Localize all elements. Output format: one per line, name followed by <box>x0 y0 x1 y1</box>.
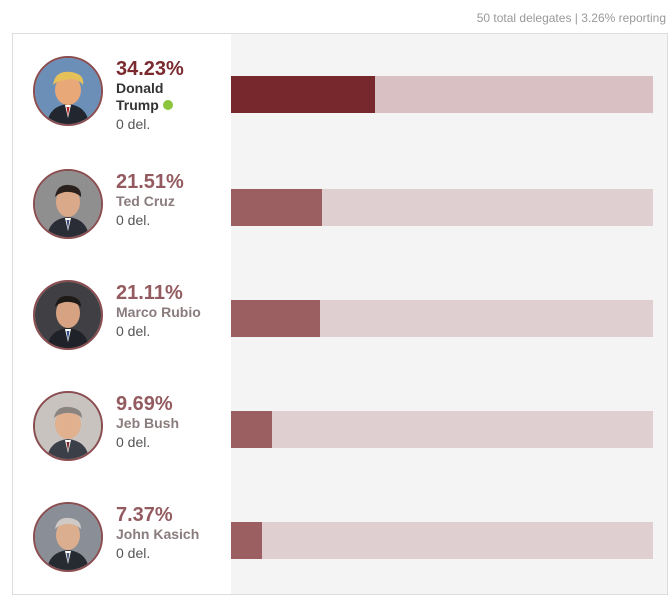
winner-dot-icon <box>162 100 173 110</box>
candidate-row: 34.23% Donald Trump 0 del. <box>13 56 667 146</box>
candidate-name: John Kasich <box>116 526 200 542</box>
candidate-photo <box>33 502 103 572</box>
candidate-photo <box>33 169 103 239</box>
candidate-photo <box>33 56 103 126</box>
candidate-percent: 21.11% <box>116 282 183 304</box>
candidate-photo <box>33 391 103 461</box>
summary-separator: | <box>574 11 578 25</box>
bar-fill-bush <box>231 411 272 448</box>
bar-fill-rubio <box>231 300 321 337</box>
candidate-last-name: Trump <box>116 97 159 113</box>
candidate-row: 21.51% Ted Cruz 0 del. <box>13 169 667 259</box>
candidate-percent: 9.69% <box>116 393 173 415</box>
bar-track <box>231 411 653 448</box>
candidate-delegates: 0 del. <box>116 545 151 561</box>
total-delegates: 50 total delegates <box>476 11 572 25</box>
candidate-info: 21.51% Ted Cruz 0 del. <box>116 171 228 229</box>
candidate-percent: 34.23% <box>116 58 184 80</box>
candidate-info: 21.11% Marco Rubio 0 del. <box>116 282 228 340</box>
bar-track <box>231 300 653 337</box>
candidate-photo <box>33 280 103 350</box>
candidate-delegates: 0 del. <box>116 434 151 450</box>
candidate-info: 9.69% Jeb Bush 0 del. <box>116 393 228 451</box>
bar-track <box>231 522 653 559</box>
candidate-delegates: 0 del. <box>116 212 151 228</box>
bar-track <box>231 189 653 226</box>
candidate-info: 7.37% John Kasich 0 del. <box>116 504 228 562</box>
results-summary: 50 total delegates | 3.26% reporting <box>477 11 666 25</box>
candidate-delegates: 0 del. <box>116 323 151 339</box>
candidate-percent: 21.51% <box>116 171 184 193</box>
bar-fill-kasich <box>231 522 263 559</box>
bar-fill-trump <box>231 76 376 113</box>
candidate-first-name: Donald <box>116 80 164 96</box>
candidate-row: 21.11% Marco Rubio 0 del. <box>13 280 667 370</box>
candidate-row: 7.37% John Kasich 0 del. <box>13 502 667 592</box>
candidate-name: Marco Rubio <box>116 304 201 320</box>
candidate-info: 34.23% Donald Trump 0 del. <box>116 58 228 133</box>
candidate-row: 9.69% Jeb Bush 0 del. <box>13 391 667 481</box>
bar-track <box>231 76 653 113</box>
candidate-name: Donald Trump <box>116 80 228 114</box>
candidate-name: Ted Cruz <box>116 193 175 209</box>
candidate-delegates: 0 del. <box>116 116 151 132</box>
results-panel: 34.23% Donald Trump 0 del. 21.51% Ted <box>12 33 668 595</box>
candidate-name: Jeb Bush <box>116 415 180 431</box>
candidate-percent: 7.37% <box>116 504 173 526</box>
reporting-status: 3.26% reporting <box>581 11 666 25</box>
bar-fill-cruz <box>231 189 322 226</box>
